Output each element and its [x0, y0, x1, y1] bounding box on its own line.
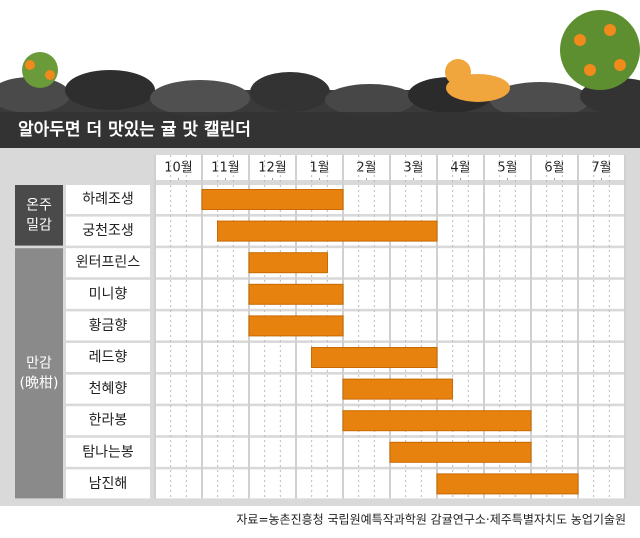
category-label: 남진해 [89, 476, 128, 492]
category-cell [66, 185, 150, 214]
x-tick-label: 3월 [403, 161, 423, 176]
bar [389, 441, 532, 463]
category-label: 황금향 [89, 318, 128, 334]
bar [248, 283, 344, 305]
group-cell [15, 185, 63, 246]
category-label: 하례조생 [82, 192, 134, 208]
x-tick-label: 4월 [450, 161, 470, 176]
x-tick-label: 10월 [164, 161, 193, 176]
x-tick-label: 11월 [211, 161, 240, 176]
category-cell [66, 216, 150, 246]
bar [248, 252, 328, 274]
category-cell [66, 311, 150, 341]
category-cell [66, 406, 150, 436]
category-label: 한라봉 [89, 413, 128, 429]
group-label: 만감 [26, 355, 52, 371]
category-label: 궁천조생 [82, 223, 134, 239]
bar [217, 220, 438, 242]
category-label: 탐나는봉 [82, 444, 134, 460]
category-cell [66, 279, 150, 309]
group-label: 온주 [26, 197, 52, 213]
x-tick-label: 5월 [497, 161, 517, 176]
category-cell [66, 469, 150, 499]
x-tick-label: 1월 [309, 161, 329, 176]
x-tick-label: 7월 [591, 161, 611, 176]
category-label: 미니향 [89, 286, 128, 302]
category-cell [66, 437, 150, 467]
title-bar [0, 112, 640, 148]
group-cell [15, 248, 63, 499]
bar [311, 347, 438, 368]
x-tick-label: 6월 [544, 161, 564, 176]
x-tick-label: 12월 [258, 161, 287, 176]
category-label: 윈터프린스 [76, 255, 141, 271]
category-cell [66, 248, 150, 278]
category-label: 천혜향 [89, 381, 128, 397]
bar [436, 473, 579, 495]
bar [342, 410, 532, 432]
chart-title: 알아두면 더 맛있는 귤 맛 캘린더 [18, 119, 251, 140]
bar [342, 378, 454, 400]
x-tick-label: 2월 [356, 161, 376, 176]
group-label: (晩柑) [20, 375, 59, 391]
category-label: 레드향 [89, 350, 128, 366]
bar [248, 315, 344, 337]
source: 자료=농촌진흥청 국립원예특작과학원 감귤연구소·제주특별자치도 농업기술원 [236, 513, 626, 527]
category-cell [66, 374, 150, 404]
category-cell [66, 343, 150, 372]
bar [201, 189, 344, 210]
group-label: 밀감 [26, 217, 52, 233]
